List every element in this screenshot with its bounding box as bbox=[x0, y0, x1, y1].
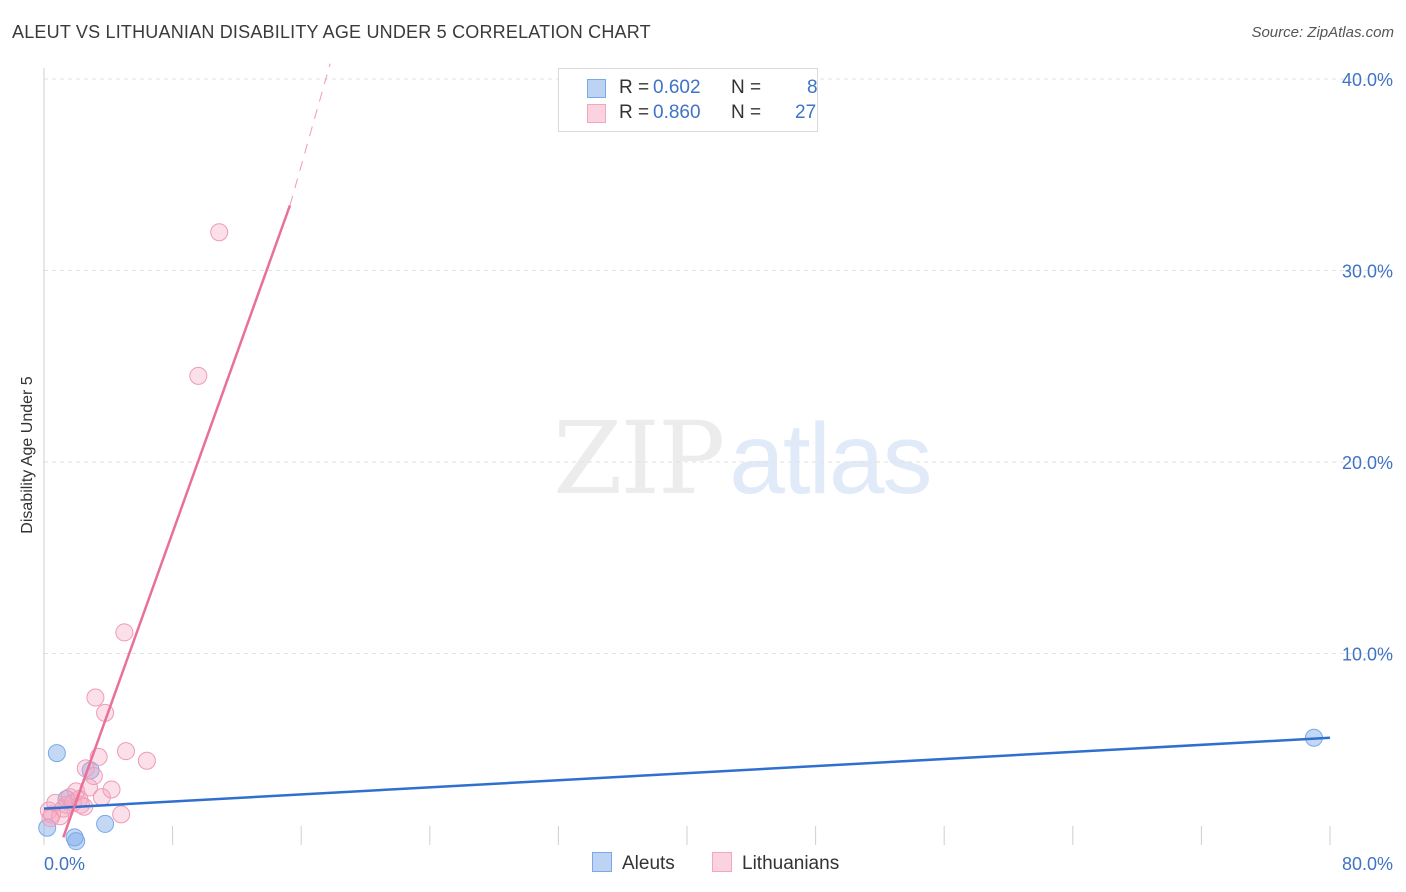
watermark: ZIPatlas bbox=[553, 400, 933, 517]
lithuanian-trend-extension bbox=[289, 63, 331, 206]
lithuanians-legend-label: Lithuanians bbox=[742, 853, 840, 874]
watermark-zip: ZIP bbox=[553, 400, 725, 517]
gridlines bbox=[44, 78, 1392, 654]
lithuanian-point-23 bbox=[137, 751, 156, 770]
y-tick-label-40: 40.0% bbox=[1342, 70, 1393, 90]
x-tick-label-max: 80.0% bbox=[1342, 854, 1393, 874]
chart-title: ALEUT VS LITHUANIAN DISABILITY AGE UNDER… bbox=[12, 22, 651, 42]
y-axis-label: Disability Age Under 5 bbox=[19, 376, 36, 534]
x-tick-label-min: 0.0% bbox=[44, 854, 85, 874]
correlation-legend: R = 0.602 N = 8 R = 0.860 N = 27 bbox=[558, 68, 818, 132]
aleut-point-6 bbox=[96, 814, 115, 833]
aleut-point-1 bbox=[47, 744, 66, 763]
lithuanians-n-value: 27 bbox=[795, 102, 817, 123]
aleuts-legend-swatch bbox=[592, 852, 612, 872]
legend-item-lithuanians: Lithuanians bbox=[712, 852, 839, 875]
trend-lines bbox=[43, 63, 1331, 838]
aleut-point-4 bbox=[67, 832, 86, 851]
lithuanian-point-24 bbox=[189, 366, 208, 385]
lithuanian-point-25 bbox=[210, 223, 229, 242]
lithuanian-point-15 bbox=[86, 688, 105, 707]
aleuts-swatch bbox=[587, 79, 606, 98]
lithuanian-point-22 bbox=[116, 742, 135, 761]
y-tick-label-10: 10.0% bbox=[1342, 645, 1393, 665]
aleuts-n-label: N = bbox=[731, 77, 762, 98]
lithuanian-point-26 bbox=[41, 809, 60, 828]
watermark-atlas: atlas bbox=[729, 403, 932, 515]
lithuanians-r-value: 0.860 bbox=[653, 102, 701, 123]
axes bbox=[43, 68, 1331, 845]
lithuanian-trend-line bbox=[62, 204, 292, 838]
lithuanian-point-20 bbox=[112, 805, 131, 824]
data-points bbox=[38, 223, 1323, 851]
aleuts-r-value: 0.602 bbox=[653, 77, 701, 98]
aleuts-legend-label: Aleuts bbox=[622, 853, 675, 874]
lithuanians-r-label: R = bbox=[619, 102, 650, 123]
lithuanian-point-19 bbox=[102, 780, 121, 799]
tick-labels: 10.0% 20.0% 30.0% 40.0% 0.0% 80.0% bbox=[44, 70, 1393, 874]
source-label: Source: ZipAtlas.com bbox=[1251, 24, 1394, 41]
aleut-trend-line bbox=[43, 736, 1331, 810]
lithuanians-legend-swatch bbox=[712, 852, 732, 872]
y-tick-label-30: 30.0% bbox=[1342, 262, 1393, 282]
y-tick-label-20: 20.0% bbox=[1342, 453, 1393, 473]
legend-item-aleuts: Aleuts bbox=[592, 852, 675, 875]
aleuts-n-value: 8 bbox=[807, 77, 818, 98]
lithuanian-point-21 bbox=[115, 623, 134, 642]
aleuts-r-label: R = bbox=[619, 77, 650, 98]
lithuanians-n-label: N = bbox=[731, 102, 762, 123]
lithuanians-swatch bbox=[587, 104, 606, 123]
